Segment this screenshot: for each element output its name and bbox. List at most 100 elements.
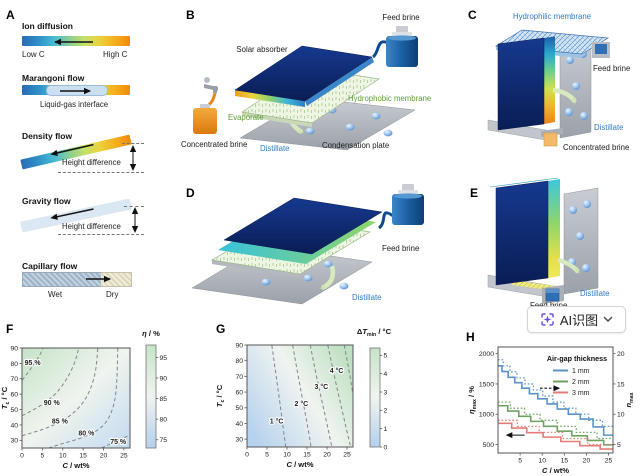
ai-button-label: AI识图 <box>559 313 599 328</box>
contour-line <box>327 345 352 447</box>
contour-line <box>309 345 333 447</box>
x-tick: 5 <box>518 458 522 465</box>
y-axis-label: Tc / °C <box>0 386 11 409</box>
feed-brine-inlet <box>595 44 607 54</box>
ai-vision-button[interactable]: AI识图 <box>527 306 626 333</box>
y-tick: 90 <box>235 342 243 349</box>
double-arrow-icon <box>131 207 139 233</box>
height-difference-label: Height difference <box>62 222 121 231</box>
contour-label: 80 % <box>78 431 95 438</box>
x-tick: 10 <box>283 452 291 459</box>
y-tick-right: 20 <box>617 351 625 358</box>
colorbar <box>369 347 381 448</box>
y-tick: 30 <box>10 438 18 445</box>
solar-absorber-plate <box>234 45 373 102</box>
legend-title: Air-gap thickness <box>547 354 607 363</box>
axes-box <box>497 346 614 454</box>
step-chart-air-gap: 5 10 15 20 25 500 1000 1500 2000 5 10 15 20 C / wt% ηm… <box>440 320 640 476</box>
flow-title-marangoni: Marangoni flow <box>22 73 85 83</box>
concentrated-brine-label: Concentrated brine <box>181 140 247 149</box>
height-difference-label: Height difference <box>62 158 121 167</box>
flow-title-gravity: Gravity flow <box>22 196 71 206</box>
dry-label: Dry <box>106 290 119 299</box>
solar-absorber-plate <box>495 180 549 286</box>
concentrated-brine-bottle <box>193 104 217 134</box>
y-tick: 70 <box>235 374 243 381</box>
solar-absorber-plate <box>223 197 383 255</box>
contour-line <box>22 348 80 417</box>
thermal-membrane-edge <box>548 179 560 278</box>
high-c-label: High C <box>103 50 128 59</box>
legend-entry: 1 mm <box>572 368 590 375</box>
y-tick-right: 15 <box>617 381 625 388</box>
distillate-label: Distillate <box>580 289 609 298</box>
series-solid-3mm <box>498 422 613 450</box>
y-tick: 90 <box>10 345 18 352</box>
panel-f-letter: F <box>6 322 14 336</box>
panel-c-diagram: Hydrophilic membrane Feed brine Distilla… <box>487 12 630 152</box>
panel-d-diagram: Feed brine Distillate <box>191 184 424 305</box>
y-tick: 70 <box>10 376 18 383</box>
y-tick-right: 10 <box>617 412 625 419</box>
flow-title-density: Density flow <box>22 131 73 141</box>
contour-chart-delta-t: 1 °C 2 °C 3 °C 4 °C 0 5 10 15 20 25 30 40 50 60 70 80 90… <box>210 320 440 476</box>
chevron-down-icon[interactable] <box>603 316 613 323</box>
right-arrow-icon <box>86 275 111 283</box>
concentrated-brine-label: Concentrated brine <box>563 143 629 152</box>
contour-chart-efficiency: 95 % 90 % 85 % 80 % 75 % 0 5 10 15 20 25 30 40 50 60 70… <box>0 320 210 476</box>
double-arrow-icon <box>129 145 137 171</box>
sparkle-scan-icon <box>541 313 554 326</box>
x-axis-label: C / wt% <box>542 466 569 475</box>
y-tick: 50 <box>235 405 243 412</box>
liquid-gas-interface-capsule <box>46 85 108 96</box>
y-tick: 30 <box>235 437 243 444</box>
panel-a: A Ion diffusion Low C High C Marangoni f… <box>0 0 180 320</box>
x-tick: 20 <box>583 458 591 465</box>
left-arrow-icon <box>50 143 94 157</box>
colorbar-tick: 80 <box>160 417 168 424</box>
series-dotted-1mm <box>498 359 613 427</box>
y-tick: 40 <box>235 421 243 428</box>
membrane-top-edge <box>489 177 559 188</box>
contour-label: 95 % <box>25 360 42 367</box>
contour-line <box>101 434 130 448</box>
brine-edge <box>305 57 374 106</box>
contour-label: 90 % <box>44 400 61 407</box>
feed-brine-inlet <box>542 285 564 304</box>
height-guide-top <box>124 206 144 207</box>
concentrated-brine-outlet <box>541 128 563 147</box>
colorbar-title: η / % <box>142 329 160 338</box>
feed-brine-label: Feed brine <box>382 13 419 22</box>
condensation-plate-label: Condensation plate <box>322 141 389 150</box>
evaporate-label: Evaporate <box>228 113 264 122</box>
height-guide-top <box>122 143 144 144</box>
x-tick: 10 <box>59 453 67 460</box>
x-tick: 25 <box>605 458 613 465</box>
colorbar-tick: 5 <box>384 353 388 360</box>
left-arrow-icon <box>54 38 93 46</box>
series-lines <box>498 359 613 450</box>
colorbar-tick: 90 <box>160 375 168 382</box>
panel-a-letter: A <box>6 8 15 22</box>
feed-brine-label: Feed brine <box>593 64 630 73</box>
flow-title-capillary: Capillary flow <box>22 261 78 271</box>
colorbar <box>145 344 157 449</box>
x-axis-label: C / wt% <box>286 460 313 469</box>
distillate-label: Distillate <box>260 144 289 153</box>
left-arrow-icon <box>50 208 94 220</box>
contour-line <box>292 345 312 447</box>
height-guide-bottom <box>58 234 144 235</box>
ion-diffusion-gradient-bar <box>22 36 130 46</box>
x-tick: 15 <box>561 458 569 465</box>
feed-brine-bottle <box>386 26 418 67</box>
contour-label: 1 °C <box>270 417 284 425</box>
condensation-plate <box>563 187 599 295</box>
flow-arrow <box>552 87 577 104</box>
y-axis-label-left: ηmax / % <box>467 386 478 414</box>
y-tick-left: 2000 <box>479 351 494 358</box>
y-tick: 80 <box>10 361 18 368</box>
plot-background <box>247 345 353 447</box>
series-solid-2mm <box>498 404 613 446</box>
x-tick: 25 <box>120 453 128 460</box>
